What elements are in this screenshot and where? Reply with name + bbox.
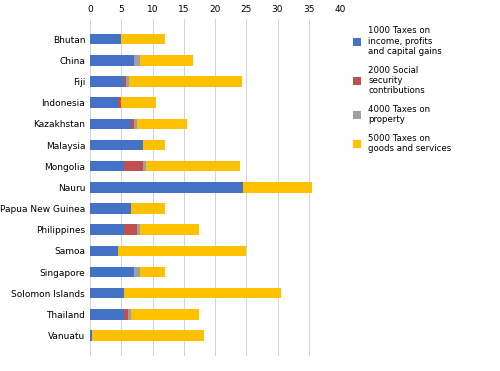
Bar [90, 55, 134, 66]
Bar [90, 119, 130, 129]
Bar [124, 309, 128, 320]
Bar [121, 98, 156, 108]
Bar [134, 55, 140, 66]
Bar [140, 55, 193, 66]
Bar [90, 98, 118, 108]
Bar [90, 161, 124, 171]
Bar [90, 330, 92, 341]
Bar [90, 246, 118, 256]
Bar [90, 267, 134, 277]
Legend: 1000 Taxes on
income, profits
and capital gains, 2000 Social
security
contributi: 1000 Taxes on income, profits and capita… [350, 23, 455, 157]
Bar [124, 161, 143, 171]
Bar [90, 288, 124, 299]
Bar [92, 330, 204, 341]
Bar [140, 267, 165, 277]
Bar [137, 224, 140, 235]
Bar [124, 288, 280, 299]
Bar [134, 267, 140, 277]
Bar [134, 119, 137, 129]
Bar [130, 203, 165, 214]
Bar [243, 182, 312, 193]
Bar [146, 161, 240, 171]
Bar [90, 76, 124, 87]
Bar [90, 140, 143, 150]
Bar [143, 140, 165, 150]
Bar [140, 224, 200, 235]
Bar [121, 34, 165, 45]
Bar [90, 224, 124, 235]
Bar [90, 203, 130, 214]
Bar [137, 119, 187, 129]
Bar [118, 98, 121, 108]
Bar [126, 76, 130, 87]
Bar [90, 34, 121, 45]
Bar [130, 309, 200, 320]
Bar [124, 224, 137, 235]
Bar [90, 309, 124, 320]
Bar [124, 76, 126, 87]
Bar [118, 246, 246, 256]
Bar [130, 76, 242, 87]
Bar [128, 309, 130, 320]
Bar [130, 119, 134, 129]
Bar [90, 182, 243, 193]
Bar [143, 161, 146, 171]
